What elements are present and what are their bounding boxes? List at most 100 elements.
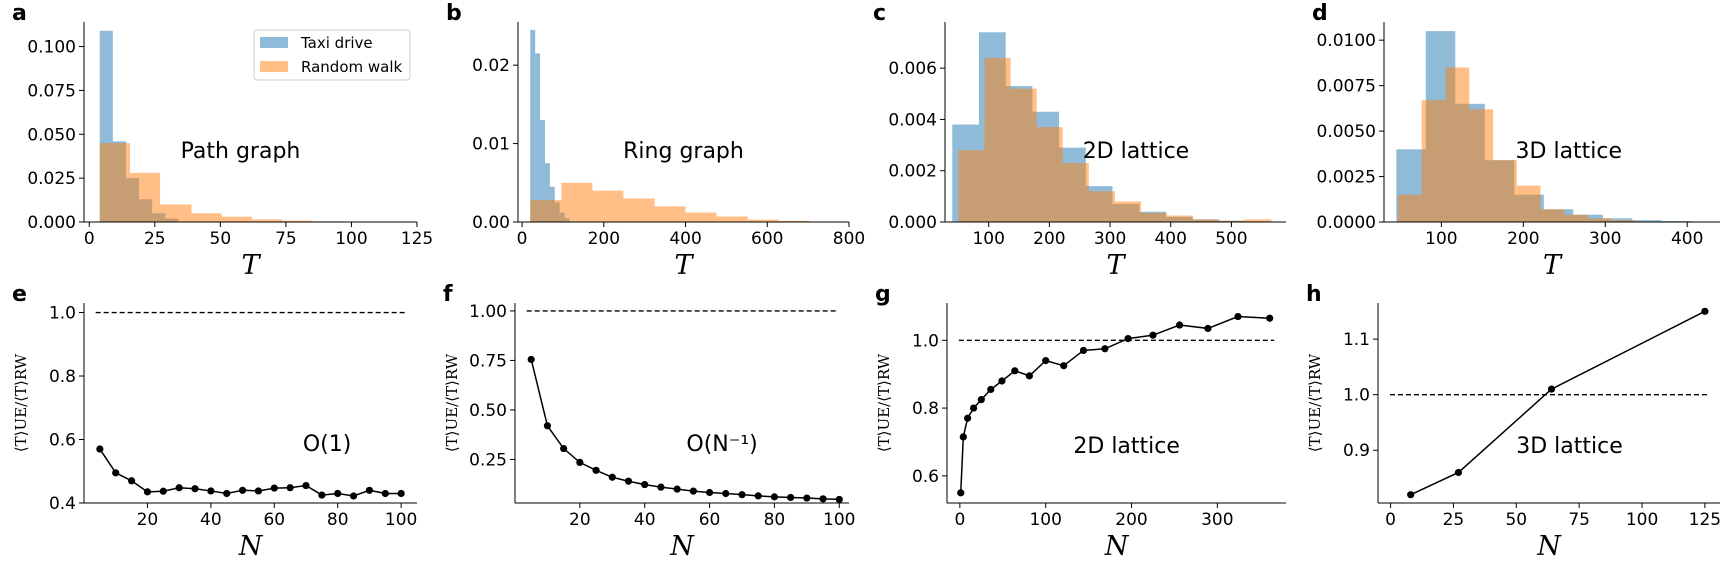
data-point [977, 396, 985, 404]
panel-label-a: a [12, 1, 27, 26]
x-axis-label: T [241, 250, 261, 281]
y-tick-label: 0.025 [27, 169, 76, 189]
x-tick-label: 80 [764, 510, 786, 530]
data-point [560, 444, 568, 453]
data-point [1701, 307, 1709, 315]
panel-b: b 0 200 400 600 800 0.00 0.01 0.02 T Ring graph [446, 1, 865, 281]
panel-g: g 0 100 200 300 0.6 0.8 1.0 N ⟨T⟩UE/⟨T⟩RW 2D latti… [875, 282, 1286, 562]
y-axis-label: ⟨T⟩UE/⟨T⟩RW [1306, 353, 1324, 452]
histogram-bar [1540, 209, 1565, 222]
data-point [987, 385, 995, 394]
data-point [754, 492, 762, 500]
y-tick-label: 1.0 [1343, 386, 1370, 406]
panel-f: f 20 40 60 80 100 0.25 0.50 0.75 1.00 N ⟨T⟩UE/⟨T⟩RW… [443, 282, 855, 562]
data-point [143, 488, 152, 496]
panel-h: h 0 25 50 75 100 125 0.9 1.0 1.1 N ⟨T⟩UE/⟨T⟩RW 3D la… [1306, 282, 1721, 562]
x-tick-label: 500 [1215, 229, 1247, 249]
legend-swatch-random [260, 61, 288, 72]
x-tick-label: 60 [699, 510, 721, 530]
histogram-bar [1245, 219, 1272, 222]
histogram-bar [1564, 214, 1589, 222]
data-point [1204, 324, 1212, 333]
series-random [530, 182, 841, 222]
histogram-bar [99, 143, 130, 222]
histogram-bar [747, 219, 779, 222]
histogram-bar [1397, 194, 1422, 222]
legend-label-random: Random walk [301, 58, 402, 76]
histogram-bar [1193, 219, 1220, 222]
data-point [1060, 362, 1068, 370]
data-point [689, 487, 697, 495]
x-tick-label: 75 [1568, 510, 1590, 530]
panel-label-c: c [873, 1, 886, 26]
histogram-bar [540, 120, 545, 222]
histogram-bar [654, 206, 686, 222]
histogram-bar [1588, 218, 1612, 222]
x-tick-label: 300 [1589, 229, 1621, 249]
y-tick-label: 0.006 [888, 59, 937, 79]
legend: Taxi drive Random walk [253, 29, 411, 81]
panel-annotation: 2D lattice [1073, 434, 1180, 459]
x-tick-label: 200 [1033, 229, 1065, 249]
histogram-bar [1445, 67, 1470, 222]
data-point [803, 494, 811, 502]
data-point [592, 466, 600, 474]
x-axis-label: N [238, 531, 264, 562]
data-point [576, 458, 584, 467]
series-line [959, 315, 1270, 493]
y-tick-label: 0.00 [472, 213, 510, 233]
data-point [608, 473, 616, 481]
panel-a: a 0 25 50 75 100 125 0.000 0.025 0.050 0.075 0.100 T… [12, 1, 433, 281]
data-point [998, 377, 1006, 385]
legend-swatch-taxi [260, 37, 288, 48]
x-tick-label: 20 [569, 510, 591, 530]
x-tick-label: 100 [1425, 229, 1457, 249]
panel-annotation: Ring graph [623, 139, 744, 164]
data-point [159, 487, 167, 495]
data-point [527, 355, 535, 364]
y-tick-label: 0.8 [912, 399, 939, 419]
data-point [963, 414, 972, 422]
x-tick-label: 100 [1626, 510, 1658, 530]
histogram-bar [685, 212, 717, 222]
data-point [957, 489, 965, 497]
data-point [365, 486, 374, 494]
y-tick-label: 0.75 [469, 351, 507, 371]
data-point [270, 484, 278, 492]
x-axis-label: N [669, 531, 695, 562]
y-tick-label: 0.4 [49, 494, 76, 514]
y-tick-label: 0.50 [469, 401, 507, 421]
x-axis-label: N [1104, 531, 1130, 562]
x-tick-label: 0 [517, 229, 528, 249]
panel-annotation: O(1) [303, 432, 351, 457]
data-point [286, 484, 294, 492]
x-tick-label: 400 [669, 229, 701, 249]
x-axis-label: T [674, 250, 694, 281]
panel-label-b: b [446, 1, 462, 26]
y-tick-label: 0.8 [49, 367, 76, 387]
histogram-bar [1492, 160, 1517, 222]
data-point [624, 477, 633, 485]
histogram-bar [544, 163, 550, 222]
data-point [705, 488, 714, 497]
y-tick-label: 0.6 [912, 467, 939, 487]
x-tick-label: 50 [210, 229, 232, 249]
x-tick-label: 200 [1115, 510, 1147, 530]
y-tick-label: 0.0050 [1317, 122, 1376, 142]
data-point [223, 489, 231, 498]
panel-label-h: h [1306, 282, 1322, 307]
data-point [334, 489, 342, 498]
x-tick-label: 600 [751, 229, 783, 249]
data-point [1175, 321, 1184, 329]
y-tick-label: 0.01 [472, 135, 510, 155]
histogram-bar [1088, 191, 1115, 222]
data-point [191, 485, 199, 493]
x-tick-label: 0 [954, 510, 965, 530]
data-point [959, 433, 967, 441]
data-point [543, 422, 552, 430]
y-tick-label: 0.9 [1343, 441, 1370, 461]
data-point [657, 483, 665, 491]
x-tick-label: 100 [385, 510, 417, 530]
x-tick-label: 25 [1443, 510, 1465, 530]
